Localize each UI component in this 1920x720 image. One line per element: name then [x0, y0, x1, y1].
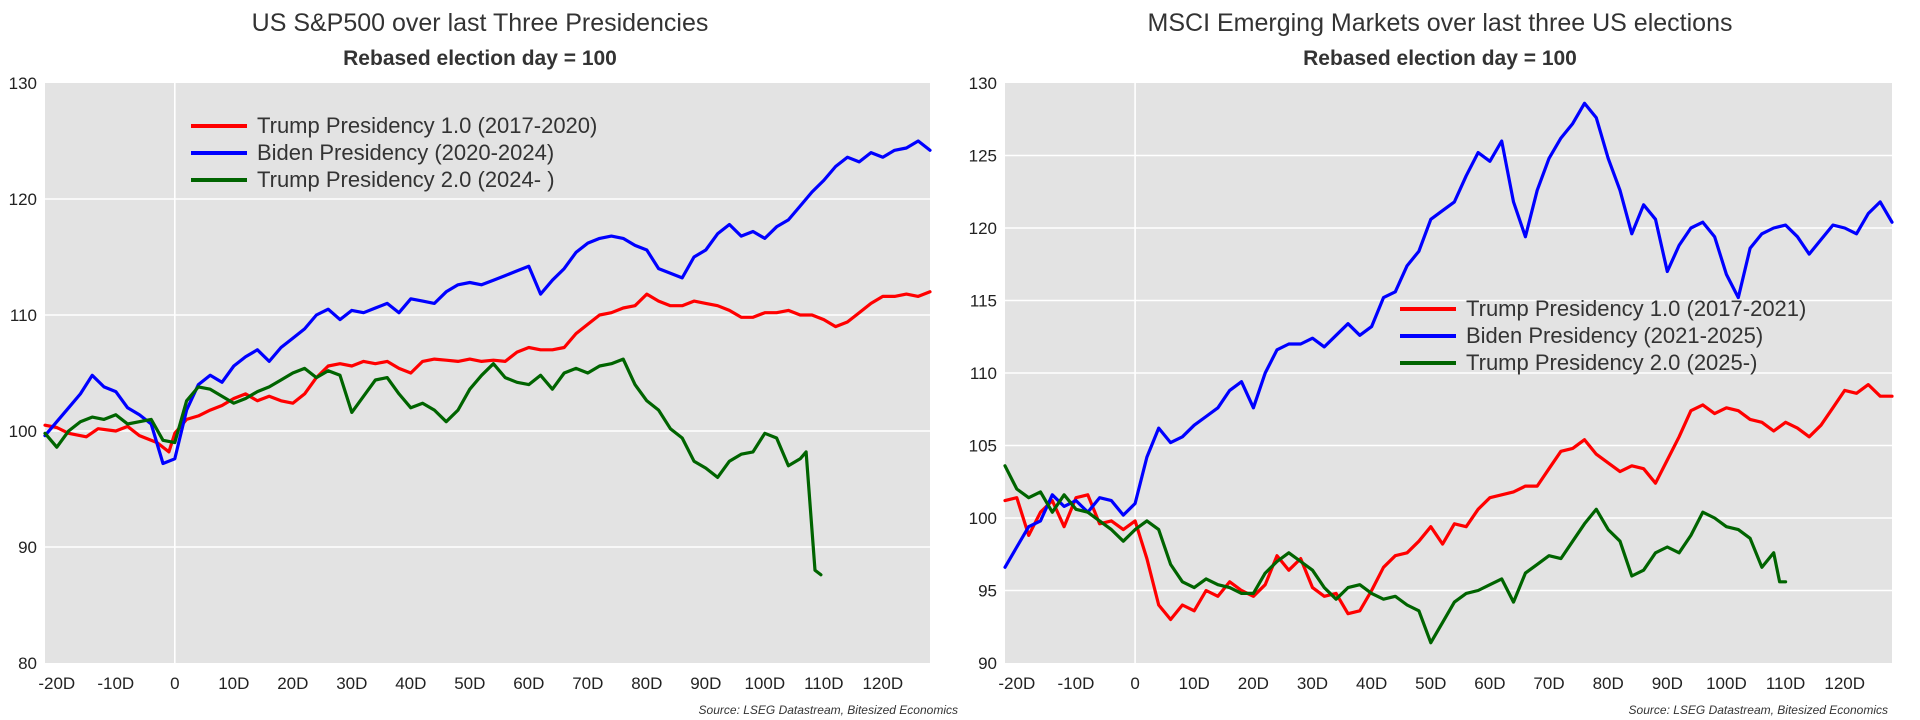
- legend-label: Biden Presidency (2020-2024): [257, 140, 554, 165]
- series-line-2: [43, 139, 932, 466]
- chart-title: MSCI Emerging Markets over last three US…: [1148, 9, 1733, 37]
- x-tick-label: 60D: [513, 674, 544, 693]
- x-tick-label: 110D: [804, 674, 843, 693]
- chart-subtitle: Rebased election day = 100: [1303, 47, 1577, 70]
- source-note: Source: LSEG Datastream, Bitesized Econo…: [1629, 703, 1888, 717]
- x-tick-label: 0: [170, 674, 179, 693]
- y-tick-label: 120: [9, 190, 37, 209]
- x-tick-label: 80D: [1593, 674, 1624, 693]
- series-line-3: [1003, 464, 1788, 645]
- x-tick-label: 40D: [395, 674, 426, 693]
- x-tick-label: -10D: [97, 674, 134, 693]
- x-tick-label: 50D: [454, 674, 485, 693]
- y-tick-label: 110: [970, 364, 997, 383]
- x-tick-label: 100D: [744, 674, 785, 693]
- y-tick-label: 120: [969, 219, 997, 238]
- x-tick-label: 90D: [690, 674, 721, 693]
- legend-label: Biden Presidency (2021-2025): [1466, 323, 1763, 348]
- legend: Trump Presidency 1.0 (2017-2020)Biden Pr…: [191, 113, 597, 192]
- y-tick-label: 130: [969, 74, 997, 93]
- x-tick-label: 10D: [218, 674, 249, 693]
- x-tick-label: 120D: [1824, 674, 1865, 693]
- y-tick-label: 130: [9, 74, 37, 93]
- x-tick-label: 100D: [1706, 674, 1747, 693]
- x-tick-label: 50D: [1415, 674, 1446, 693]
- x-tick-label: -20D: [998, 674, 1035, 693]
- x-tick-label: -20D: [38, 674, 75, 693]
- legend-label: Trump Presidency 1.0 (2017-2020): [257, 113, 597, 138]
- y-tick-label: 115: [970, 292, 997, 311]
- x-tick-label: 110D: [1766, 674, 1805, 693]
- chart-2: MSCI Emerging Markets over last three US…: [969, 9, 1894, 717]
- legend: Trump Presidency 1.0 (2017-2021)Biden Pr…: [1400, 296, 1806, 375]
- x-tick-label: 120D: [862, 674, 903, 693]
- chart-title: US S&P500 over last Three Presidencies: [252, 9, 709, 37]
- series-line-1: [43, 290, 932, 454]
- x-tick-label: 30D: [336, 674, 367, 693]
- x-tick-label: 30D: [1297, 674, 1328, 693]
- y-tick-label: 125: [969, 147, 997, 166]
- x-tick-label: 20D: [277, 674, 308, 693]
- y-tick-label: 95: [978, 582, 997, 601]
- x-tick-label: 0: [1130, 674, 1139, 693]
- x-tick-label: 10D: [1179, 674, 1210, 693]
- y-tick-label: 90: [978, 654, 997, 673]
- series-line-3: [43, 357, 823, 577]
- x-tick-label: -10D: [1058, 674, 1095, 693]
- series-line-1: [1003, 383, 1894, 622]
- series-line-2: [1003, 101, 1894, 569]
- legend-label: Trump Presidency 2.0 (2024- ): [257, 167, 555, 192]
- y-tick-label: 100: [9, 422, 37, 441]
- chart-1: US S&P500 over last Three Presidencies Re…: [9, 9, 958, 717]
- legend-label: Trump Presidency 1.0 (2017-2021): [1466, 296, 1806, 321]
- x-tick-label: 60D: [1474, 674, 1505, 693]
- y-tick-label: 110: [10, 306, 37, 325]
- y-tick-label: 80: [18, 654, 37, 673]
- x-tick-label: 40D: [1356, 674, 1387, 693]
- legend-label: Trump Presidency 2.0 (2025-): [1466, 350, 1757, 375]
- chart-subtitle: Rebased election day = 100: [343, 47, 617, 70]
- x-tick-label: 70D: [572, 674, 603, 693]
- x-tick-label: 80D: [631, 674, 662, 693]
- y-tick-label: 90: [18, 538, 37, 557]
- y-tick-label: 105: [969, 437, 997, 456]
- x-tick-label: 70D: [1533, 674, 1564, 693]
- x-tick-label: 20D: [1238, 674, 1269, 693]
- y-tick-label: 100: [969, 509, 997, 528]
- source-note: Source: LSEG Datastream, Bitesized Econo…: [699, 703, 958, 717]
- x-tick-label: 90D: [1652, 674, 1683, 693]
